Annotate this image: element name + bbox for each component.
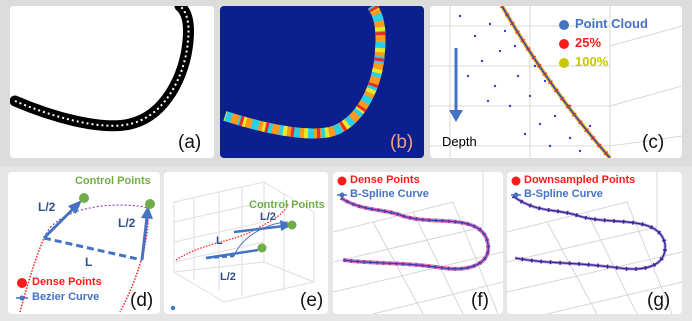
yellow-dot-icon <box>559 58 569 68</box>
point-cloud-plot <box>430 6 682 158</box>
legend-dense-points-f: Dense Points <box>350 174 420 186</box>
half-length-bottom: L/2 <box>220 271 236 283</box>
panel-c: Depth Point Cloud 25% 100% (c) <box>430 6 682 158</box>
red-dot-icon <box>337 176 347 186</box>
panel-g: Downsampled Points B-Spline Curve (g) <box>507 172 682 314</box>
bspline-dense-plot <box>333 172 503 314</box>
panel-b: (b) <box>220 6 424 158</box>
binary-curve-image <box>10 6 194 132</box>
panel-label-g: (g) <box>647 290 671 311</box>
depth-label: Depth <box>442 134 477 149</box>
legend-point-cloud: Point Cloud <box>575 16 648 31</box>
panel-label-e: (e) <box>300 290 324 311</box>
red-dot-icon <box>17 278 27 288</box>
half-length-top: L/2 <box>260 211 276 223</box>
chord-length-3d: L <box>216 235 223 247</box>
panel-label-d: (d) <box>130 290 154 311</box>
panel-label-f: (f) <box>471 290 489 311</box>
panel-a: (a) <box>10 6 214 158</box>
legend-bspline-g: B-Spline Curve <box>524 188 603 200</box>
bezier-3d-plot <box>170 181 315 311</box>
panel-label-a: (a) <box>178 132 202 153</box>
legend-25: 25% <box>575 35 602 50</box>
panel-label-c: (c) <box>642 132 665 153</box>
panel-f: Dense Points B-Spline Curve (f) <box>333 172 503 314</box>
chord-length: L <box>85 255 93 269</box>
blue-curve-icon <box>19 295 25 301</box>
control-points-label-3d: Control Points <box>249 199 325 211</box>
legend-downsampled-points: Downsampled Points <box>524 174 636 186</box>
red-dot-icon <box>511 176 521 186</box>
panel-e: Control Points L/2 L L/2 (e) <box>164 172 328 314</box>
legend-bspline-f: B-Spline Curve <box>350 188 429 200</box>
control-points-label: Control Points <box>75 175 151 187</box>
blue-curve-icon <box>339 192 345 198</box>
legend-bezier-curve: Bezier Curve <box>32 291 100 303</box>
bezier-diagram <box>16 193 155 313</box>
panel-label-b: (b) <box>390 132 414 153</box>
panel-d: Control Points L/2 L/2 L Dense Points Be… <box>8 172 160 314</box>
red-dot-icon <box>559 39 569 49</box>
blue-curve-icon <box>513 192 519 198</box>
blue-dot-icon <box>559 20 569 30</box>
half-length-left: L/2 <box>38 200 56 214</box>
half-length-right: L/2 <box>118 216 136 230</box>
bspline-downsampled-plot <box>507 172 682 314</box>
legend-100: 100% <box>575 54 609 69</box>
legend-dense-points: Dense Points <box>32 276 102 288</box>
color-segmented-curve-image <box>223 6 386 139</box>
